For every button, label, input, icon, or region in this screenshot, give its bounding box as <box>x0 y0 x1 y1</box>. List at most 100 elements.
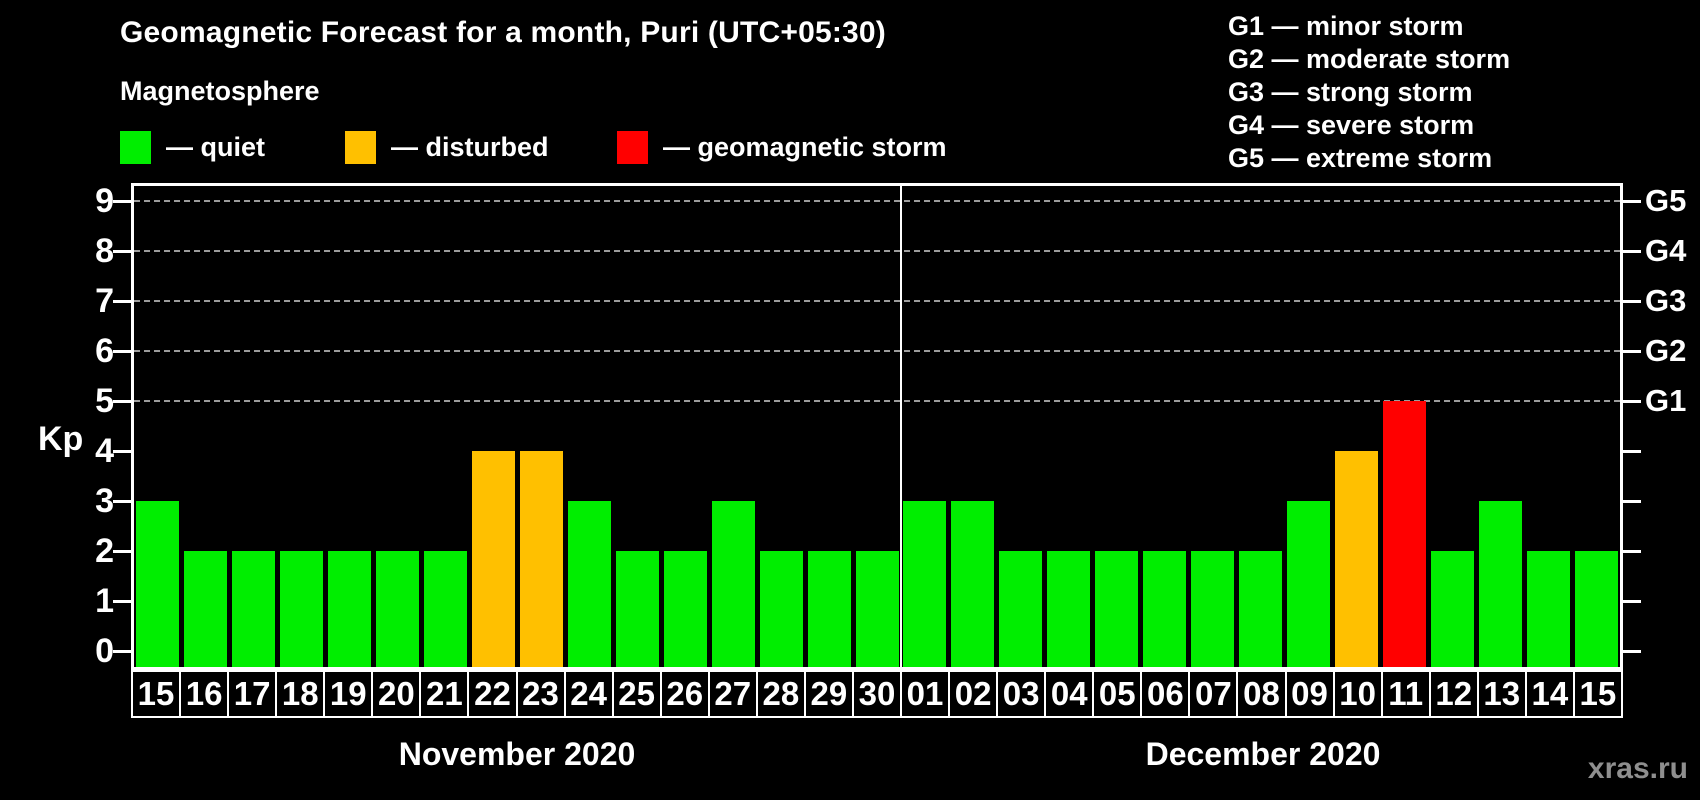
day-label-30: 30 <box>851 670 902 718</box>
day-label-25: 25 <box>611 670 662 718</box>
right-tick-8 <box>1623 250 1641 253</box>
left-tick-3 <box>113 500 131 503</box>
y-tick-label-8: 8 <box>95 232 114 270</box>
kp-bar-01 <box>903 501 947 667</box>
kp-bar-28 <box>759 551 803 667</box>
legend-label-quiet: — quiet <box>166 131 265 162</box>
day-label-17: 17 <box>227 670 278 718</box>
kp-bar-15 <box>1574 551 1618 667</box>
day-label-05: 05 <box>1092 670 1143 718</box>
day-label-15: 15 <box>1572 670 1623 718</box>
kp-bar-22 <box>472 451 516 667</box>
left-tick-2 <box>113 550 131 553</box>
day-label-02: 02 <box>948 670 999 718</box>
x-axis-day-labels: 15 16 17 18 19 20 21 22 23 24 25 26 27 28 29 30 01 02 03 04… <box>131 670 1623 718</box>
chart-title: Geomagnetic Forecast for a month, Puri (… <box>120 16 886 49</box>
day-label-16: 16 <box>179 670 230 718</box>
kp-bar-02 <box>951 501 995 667</box>
right-tick-9 <box>1623 200 1641 203</box>
right-tick-0 <box>1623 650 1641 653</box>
g-scale-legend: G1 — minor storm G2 — moderate storm G3 … <box>1228 10 1510 175</box>
day-label-22: 22 <box>467 670 518 718</box>
kp-bar-20 <box>376 551 420 667</box>
month-label-november: November 2020 <box>398 736 636 772</box>
y-tick-label-4: 4 <box>95 432 114 470</box>
right-tick-6 <box>1623 350 1641 353</box>
left-tick-6 <box>113 350 131 353</box>
kp-bar-04 <box>1047 551 1091 667</box>
kp-bar-23 <box>519 451 563 667</box>
day-label-15: 15 <box>131 670 182 718</box>
kp-bar-10 <box>1334 451 1378 667</box>
y-tick-label-7: 7 <box>95 282 114 320</box>
kp-bar-18 <box>280 551 324 667</box>
day-label-18: 18 <box>275 670 326 718</box>
day-label-23: 23 <box>515 670 566 718</box>
left-tick-9 <box>113 200 131 203</box>
left-tick-0 <box>113 650 131 653</box>
day-label-14: 14 <box>1524 670 1575 718</box>
kp-bar-11 <box>1382 401 1426 667</box>
g-scale-label-G1: G1 <box>1645 383 1687 418</box>
day-label-21: 21 <box>419 670 470 718</box>
g1-legend-line: G1 — minor storm <box>1228 11 1464 41</box>
left-tick-1 <box>113 600 131 603</box>
g-scale-label-G3: G3 <box>1645 283 1687 318</box>
storm-color-swatch <box>617 130 648 164</box>
legend-item-quiet: — quiet <box>120 126 265 168</box>
g3-legend-line: G3 — strong storm <box>1228 77 1473 107</box>
g-scale-label-G4: G4 <box>1645 233 1687 268</box>
day-label-19: 19 <box>323 670 374 718</box>
day-label-09: 09 <box>1284 670 1335 718</box>
month-label-december: December 2020 <box>1145 736 1381 772</box>
day-label-13: 13 <box>1476 670 1527 718</box>
y-tick-label-2: 2 <box>95 532 114 570</box>
day-label-03: 03 <box>996 670 1047 718</box>
day-label-28: 28 <box>755 670 806 718</box>
magnetosphere-label: Magnetosphere <box>120 76 320 106</box>
right-tick-2 <box>1623 550 1641 553</box>
g-scale-label-G2: G2 <box>1645 333 1687 368</box>
legend-label-disturbed: — disturbed <box>391 131 549 162</box>
watermark: xras.ru <box>1587 752 1688 785</box>
kp-bar-03 <box>999 551 1043 667</box>
kp-bar-12 <box>1430 551 1474 667</box>
kp-bar-21 <box>424 551 468 667</box>
day-label-11: 11 <box>1380 670 1431 718</box>
day-label-26: 26 <box>659 670 710 718</box>
g-scale-label-G5: G5 <box>1645 183 1687 218</box>
gridline-kp-5 <box>134 400 1620 402</box>
y-tick-label-0: 0 <box>95 632 114 670</box>
y-tick-label-6: 6 <box>95 332 114 370</box>
right-tick-4 <box>1623 450 1641 453</box>
kp-bar-29 <box>807 551 851 667</box>
y-tick-label-1: 1 <box>95 582 114 620</box>
y-axis-title: Kp <box>38 420 84 458</box>
quiet-color-swatch <box>120 130 151 164</box>
kp-bar-06 <box>1143 551 1187 667</box>
kp-bar-15 <box>136 501 180 667</box>
day-label-10: 10 <box>1332 670 1383 718</box>
disturbed-color-swatch <box>345 130 376 164</box>
kp-bar-05 <box>1095 551 1139 667</box>
kp-bar-25 <box>615 551 659 667</box>
kp-bar-08 <box>1238 551 1282 667</box>
day-label-04: 04 <box>1044 670 1095 718</box>
kp-bar-14 <box>1526 551 1570 667</box>
gridline-kp-8 <box>134 250 1620 252</box>
kp-bar-26 <box>663 551 707 667</box>
legend-item-disturbed: — disturbed <box>345 126 549 168</box>
right-tick-7 <box>1623 300 1641 303</box>
kp-bar-27 <box>711 501 755 667</box>
legend-item-storm: — geomagnetic storm <box>617 126 947 168</box>
gridline-kp-6 <box>134 350 1620 352</box>
day-label-27: 27 <box>707 670 758 718</box>
right-tick-5 <box>1623 400 1641 403</box>
left-tick-7 <box>113 300 131 303</box>
day-label-08: 08 <box>1236 670 1287 718</box>
left-tick-5 <box>113 400 131 403</box>
left-tick-4 <box>113 450 131 453</box>
kp-bar-24 <box>567 501 611 667</box>
day-label-20: 20 <box>371 670 422 718</box>
